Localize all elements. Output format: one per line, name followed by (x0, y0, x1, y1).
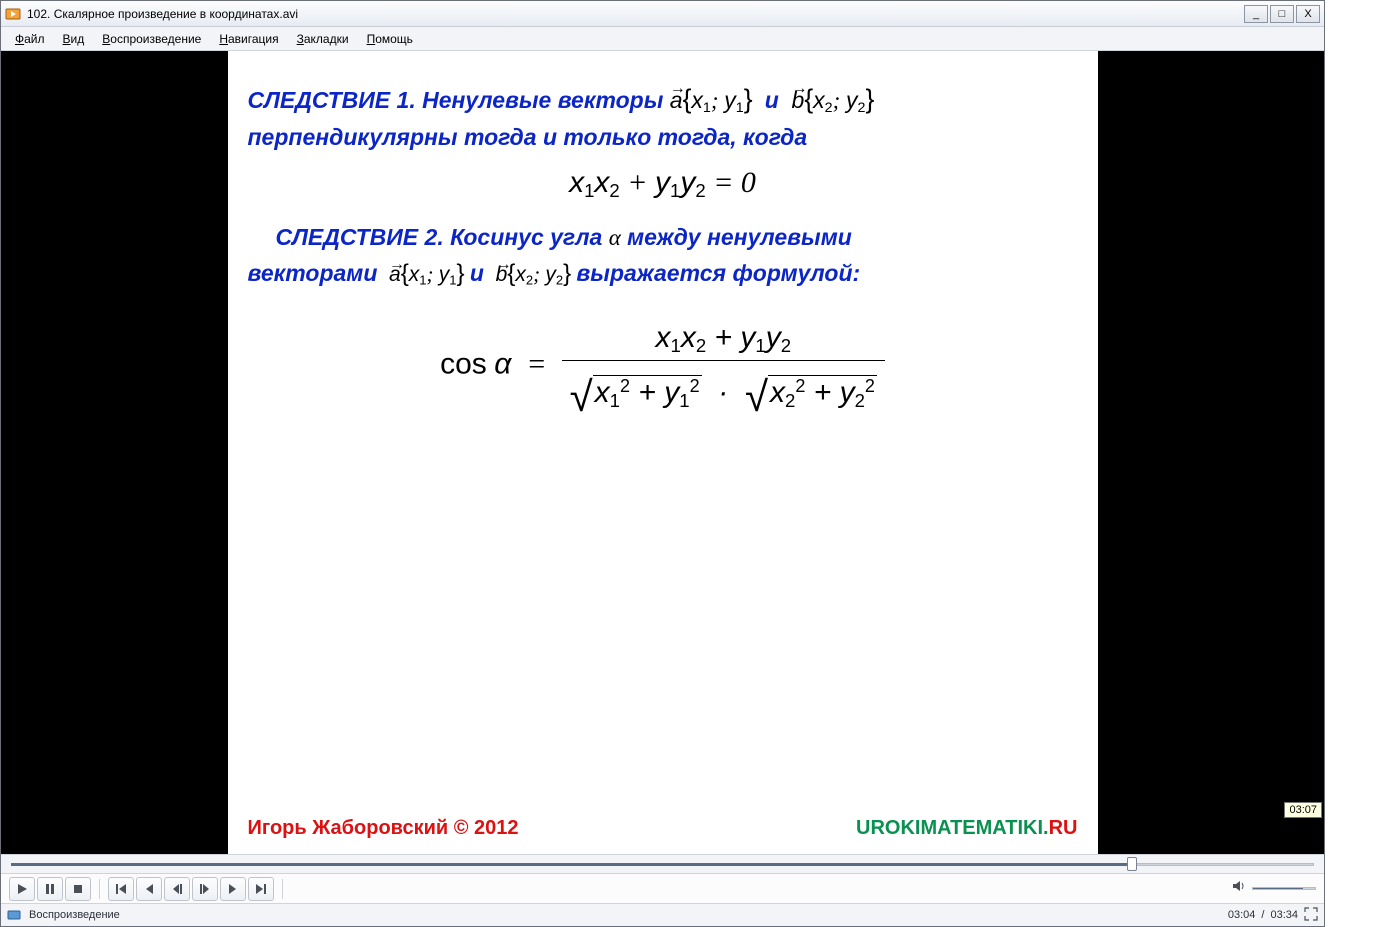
corollary2-t1: Косинус угла (450, 224, 609, 250)
vector-b-2: →b{x2; y2} (490, 262, 576, 286)
time-total: 03:34 (1270, 909, 1298, 921)
equation-perpendicular: x1x2 + y1y2 = 0 (248, 166, 1078, 202)
menu-play[interactable]: Воспроизведение (94, 30, 209, 48)
seek-bar[interactable] (1, 854, 1324, 874)
app-icon (5, 6, 21, 22)
seek-back-button[interactable] (136, 877, 162, 901)
corollary1-t1: Ненулевые векторы (422, 87, 670, 113)
menu-help[interactable]: Помощь (359, 30, 421, 48)
frame-fwd-button[interactable] (192, 877, 218, 901)
speaker-icon[interactable] (1232, 879, 1246, 898)
skip-back-button[interactable] (108, 877, 134, 901)
volume-slider[interactable] (1252, 887, 1316, 890)
equation-cosine: cos α = x1x2 + y1y2 √x12 + y12 · √x22 + … (248, 321, 1078, 412)
time-current: 03:04 (1228, 909, 1256, 921)
slide-author: Игорь Жаборовский © 2012 (248, 817, 519, 840)
menu-bookmarks[interactable]: Закладки (289, 30, 357, 48)
corollary1-t2: перпендикулярны тогда и только тогда, ко… (248, 120, 1078, 156)
menubar: Файл Вид Воспроизведение Навигация Закла… (1, 27, 1324, 51)
video-area[interactable]: СЛЕДСТВИЕ 1. Ненулевые векторы →a{x1; y1… (1, 51, 1324, 854)
titlebar[interactable]: 102. Скалярное произведение в координата… (1, 1, 1324, 27)
play-button[interactable] (9, 877, 35, 901)
corollary1-lead: СЛЕДСТВИЕ 1. (248, 87, 416, 113)
time-sep: / (1261, 909, 1264, 921)
status-text: Воспроизведение (29, 909, 120, 921)
controls-separator-2 (282, 879, 283, 899)
maximize-button[interactable]: □ (1270, 5, 1294, 23)
skip-fwd-button[interactable] (248, 877, 274, 901)
corollary2-t2: между ненулевыми (627, 224, 852, 250)
minimize-button[interactable]: _ (1244, 5, 1268, 23)
vector-a: →a{x1; y1} (670, 88, 759, 113)
app-window: 102. Скалярное произведение в координата… (0, 0, 1325, 927)
pause-button[interactable] (37, 877, 63, 901)
seek-knob[interactable] (1127, 857, 1137, 871)
controls-separator (99, 879, 100, 899)
slide-site: UROKIMATEMATIKI.RU (856, 817, 1077, 840)
corollary1-and: и (758, 87, 791, 113)
seek-fill (11, 863, 1132, 866)
slide-content: СЛЕДСТВИЕ 1. Ненулевые векторы →a{x1; y1… (228, 51, 1098, 854)
stop-button[interactable] (65, 877, 91, 901)
close-button[interactable]: X (1296, 5, 1320, 23)
window-title: 102. Скалярное произведение в координата… (27, 7, 1244, 21)
corollary2-and: и (470, 260, 484, 286)
seek-tooltip: 03:07 (1284, 802, 1322, 818)
vector-a-2: →a{x1; y1} (384, 262, 470, 286)
seek-fwd-button[interactable] (220, 877, 246, 901)
player-controls (1, 874, 1324, 904)
menu-file[interactable]: Файл (7, 30, 53, 48)
alpha-symbol: α (609, 225, 621, 250)
corollary2-t3: векторами (248, 260, 378, 286)
frame-back-button[interactable] (164, 877, 190, 901)
exit-fullscreen-icon[interactable] (1304, 907, 1318, 924)
status-bar: Воспроизведение 03:04 / 03:34 (1, 904, 1324, 926)
menu-view[interactable]: Вид (55, 30, 93, 48)
status-icon (7, 908, 21, 922)
corollary2-lead: СЛЕДСТВИЕ 2. (276, 224, 444, 250)
corollary2-t4: выражается формулой: (576, 260, 860, 286)
volume-control[interactable] (1232, 879, 1316, 898)
menu-nav[interactable]: Навигация (211, 30, 286, 48)
vector-b: →b{x2; y2} (792, 88, 875, 113)
